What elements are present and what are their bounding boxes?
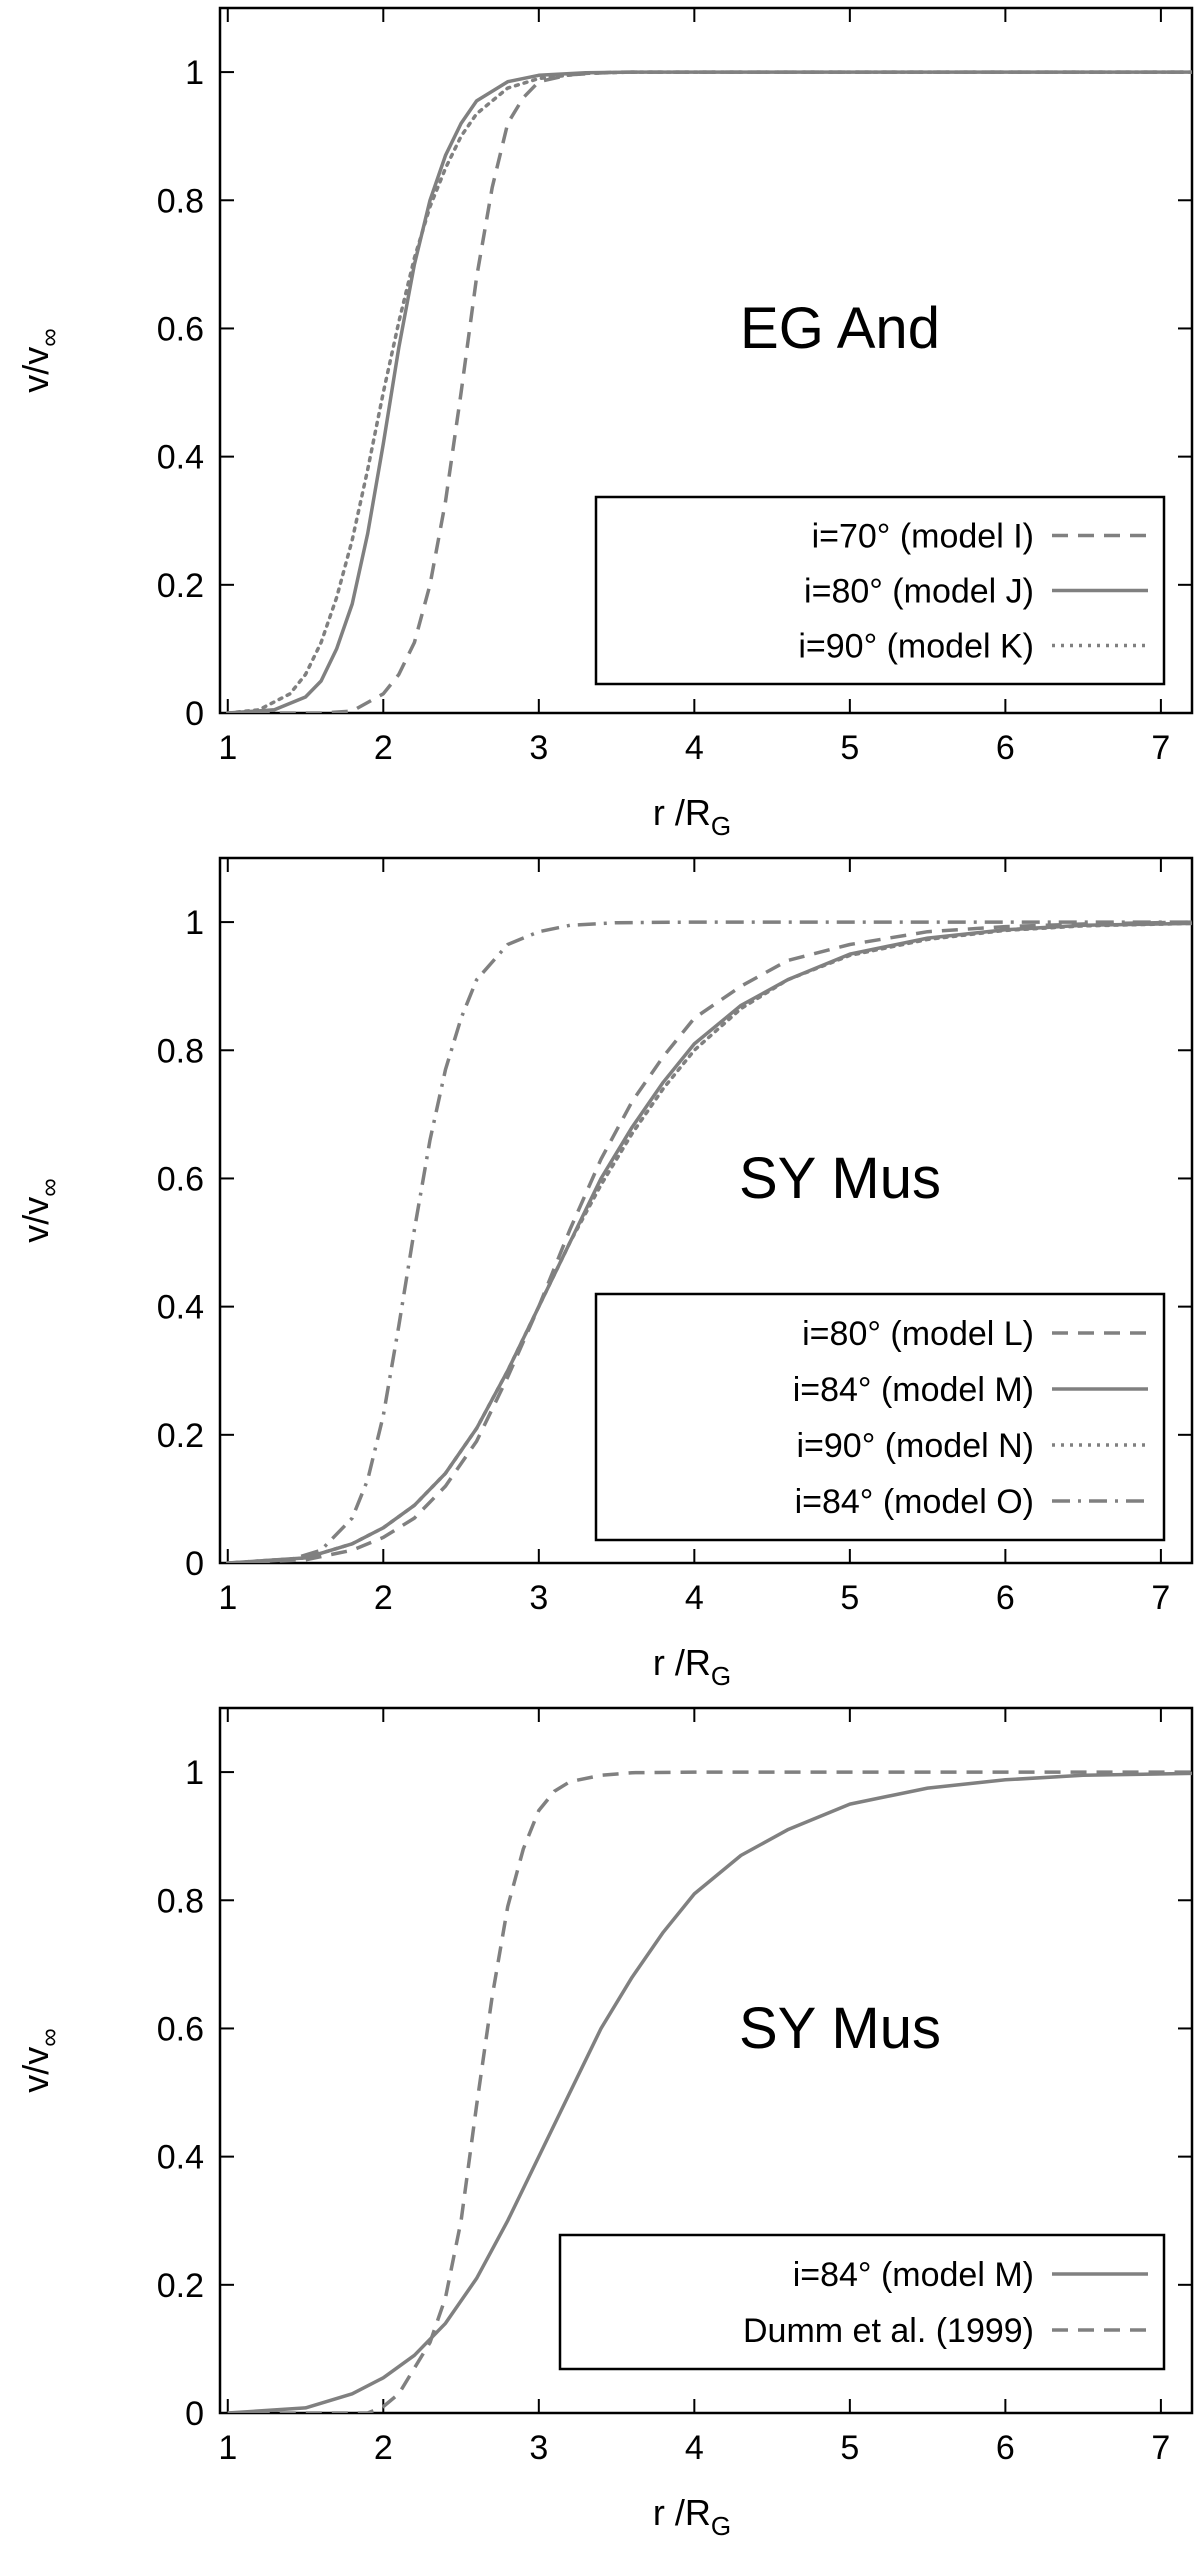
x-tick-label: 6 [996, 2429, 1015, 2467]
legend: i=84° (model M) Dumm et al. (1999) [558, 2233, 1166, 2371]
x-tick-label: 6 [996, 1579, 1015, 1617]
y-tick-label: 0.6 [157, 1160, 204, 1198]
chart-title: SY Mus [739, 1996, 941, 2061]
y-tick-label: 0.2 [157, 567, 204, 605]
series-line-3 [226, 70, 1192, 713]
series-line-1 [227, 1771, 1192, 2413]
y-tick-label: 0 [185, 1545, 204, 1583]
chart-title: EG And [740, 296, 940, 361]
legend-entry-label: i=84° (model O) [795, 1483, 1034, 1521]
x-tick-label: 4 [685, 2429, 704, 2467]
y-tick-label: 1 [185, 1754, 204, 1792]
x-tick-label: 5 [840, 2429, 859, 2467]
x-tick-label: 5 [840, 1579, 859, 1617]
x-tick-label: 5 [840, 729, 859, 767]
y-tick-label: 0.4 [157, 2139, 204, 2177]
series-line-1 [227, 920, 1192, 1563]
y-tick-label: 0.6 [157, 310, 204, 348]
legend-entry-label: i=80° (model J) [804, 573, 1034, 611]
y-tick-label: 0.6 [157, 2010, 204, 2048]
series-line-3 [226, 921, 1192, 1563]
legend-entry-label: Dumm et al. (1999) [743, 2312, 1034, 2350]
chart-title: SY Mus [739, 1146, 941, 1211]
y-axis-label: v/v∞ [15, 328, 64, 393]
legend-entry-label: i=70° (model I) [812, 518, 1034, 556]
x-tick-label: 2 [374, 729, 393, 767]
legend: i=80° (model L) i=84° (model M) i=90° (mod… [594, 1292, 1166, 1542]
y-tick-label: 1 [185, 54, 204, 92]
series-line-2 [227, 70, 1192, 713]
chart-panel-2: 1 2 3 4 5 6 7 0 0.2 0.4 0.6 0.8 1 r /RG v/v∞ SY Mus i=80… [15, 856, 1194, 1691]
legend-entry-label: i=90° (model N) [796, 1427, 1034, 1465]
x-tick-label: 7 [1151, 2429, 1170, 2467]
y-tick-label: 0.8 [157, 1882, 204, 1920]
legend-box [558, 2233, 1166, 2371]
plot-frame [218, 6, 1194, 715]
plot-frame [218, 1706, 1194, 2415]
y-tick-label: 0.8 [157, 1032, 204, 1070]
x-tick-label: 1 [218, 2429, 237, 2467]
chart-panel-3: 1 2 3 4 5 6 7 0 0.2 0.4 0.6 0.8 1 r /RG v/v∞ SY Mus i=84… [15, 1706, 1194, 2541]
x-tick-label: 2 [374, 1579, 393, 1617]
legend-box [594, 1292, 1166, 1542]
plot-frame [218, 856, 1194, 1565]
legend-entry-label: i=84° (model M) [793, 2256, 1034, 2294]
x-tick-label: 4 [685, 729, 704, 767]
x-tick-label: 3 [529, 2429, 548, 2467]
legend-entry-label: i=84° (model M) [793, 1371, 1034, 1409]
chart-panel-1: 1 2 3 4 5 6 7 0 0.2 0.4 0.6 0.8 1 r /RG v/v∞ EG And i=70… [15, 6, 1194, 841]
x-tick-label: 6 [996, 729, 1015, 767]
x-tick-label: 2 [374, 2429, 393, 2467]
legend: i=70° (model I) i=80° (model J) i=90° (mod… [594, 495, 1166, 686]
x-tick-label: 7 [1151, 1579, 1170, 1617]
x-axis-label: r /RG [653, 1642, 731, 1691]
y-tick-label: 0.4 [157, 1289, 204, 1327]
x-tick-label: 1 [218, 729, 237, 767]
legend-entry-label: i=80° (model L) [802, 1315, 1034, 1353]
y-tick-label: 0 [185, 695, 204, 733]
y-tick-label: 0.2 [157, 2267, 204, 2305]
y-tick-label: 0.8 [157, 182, 204, 220]
x-tick-label: 4 [685, 1579, 704, 1617]
series-line-2 [227, 1770, 1192, 2413]
x-tick-label: 3 [529, 1579, 548, 1617]
x-tick-label: 3 [529, 729, 548, 767]
y-tick-label: 0 [185, 2395, 204, 2433]
x-tick-label: 7 [1151, 729, 1170, 767]
x-tick-label: 1 [218, 1579, 237, 1617]
x-axis-label: r /RG [653, 792, 731, 841]
y-tick-label: 0.4 [157, 439, 204, 477]
x-axis-label: r /RG [653, 2492, 731, 2541]
y-axis-label: v/v∞ [15, 1178, 64, 1243]
y-tick-label: 1 [185, 904, 204, 942]
y-tick-label: 0.2 [157, 1417, 204, 1455]
legend-entry-label: i=90° (model K) [798, 628, 1034, 666]
y-axis-label: v/v∞ [15, 2028, 64, 2093]
